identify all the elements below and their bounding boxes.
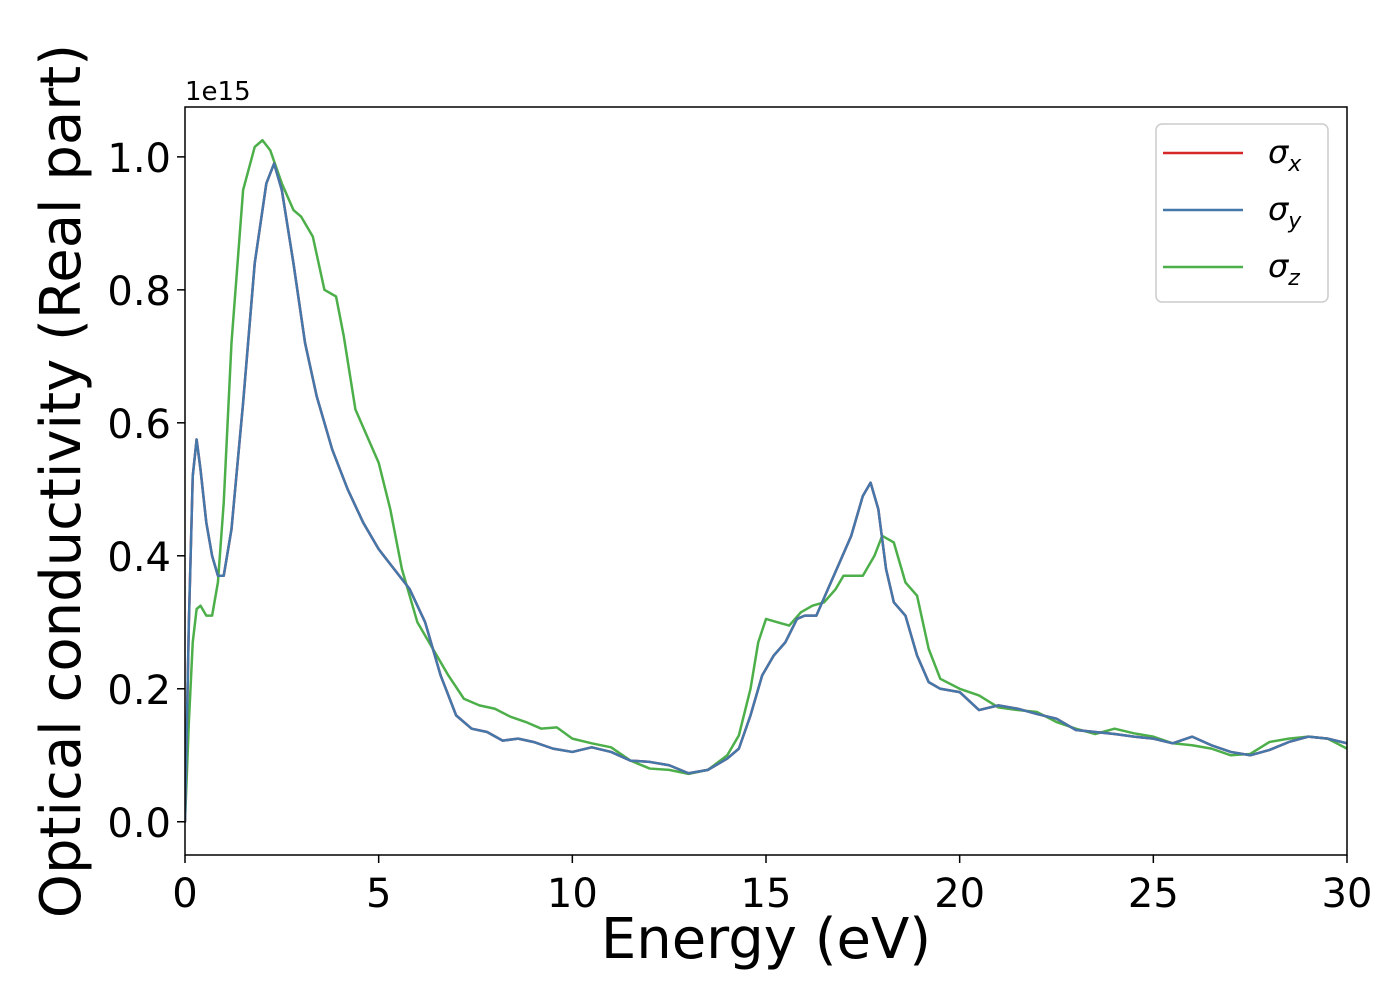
x-tick-label: 20 — [934, 871, 985, 917]
x-tick-label: 15 — [741, 871, 792, 917]
series-line-sigma-y — [185, 162, 1347, 824]
y-tick-label: 0.2 — [107, 668, 171, 714]
y-axis-label: Optical conductivity (Real part) — [29, 44, 94, 918]
y-axis: 0.0 0.2 0.4 0.6 0.8 1.0 — [107, 136, 185, 847]
y-tick-label: 0.8 — [107, 269, 171, 315]
x-axis: 0 5 10 15 20 25 30 — [172, 855, 1372, 917]
x-tick-label: 5 — [366, 871, 391, 917]
x-tick-label: 25 — [1128, 871, 1179, 917]
legend-label-sigma-z: σz — [1268, 247, 1300, 291]
legend-label-sigma-y: σy — [1268, 190, 1302, 234]
x-tick-label: 10 — [547, 871, 598, 917]
legend-box — [1155, 123, 1329, 303]
series-layer — [185, 138, 1347, 824]
y-tick-label: 0.6 — [107, 402, 171, 448]
y-tick-label: 0.4 — [107, 535, 171, 581]
y-tick-label: 1.0 — [107, 136, 171, 182]
y-tick-label: 0.0 — [107, 801, 171, 847]
y-offset-label: 1e15 — [185, 77, 251, 107]
legend: σx σy σz — [1155, 123, 1329, 303]
x-axis-label: Energy (eV) — [601, 907, 931, 972]
x-tick-label: 0 — [172, 871, 197, 917]
x-tick-label: 30 — [1322, 871, 1373, 917]
legend-label-sigma-x: σx — [1268, 133, 1302, 177]
